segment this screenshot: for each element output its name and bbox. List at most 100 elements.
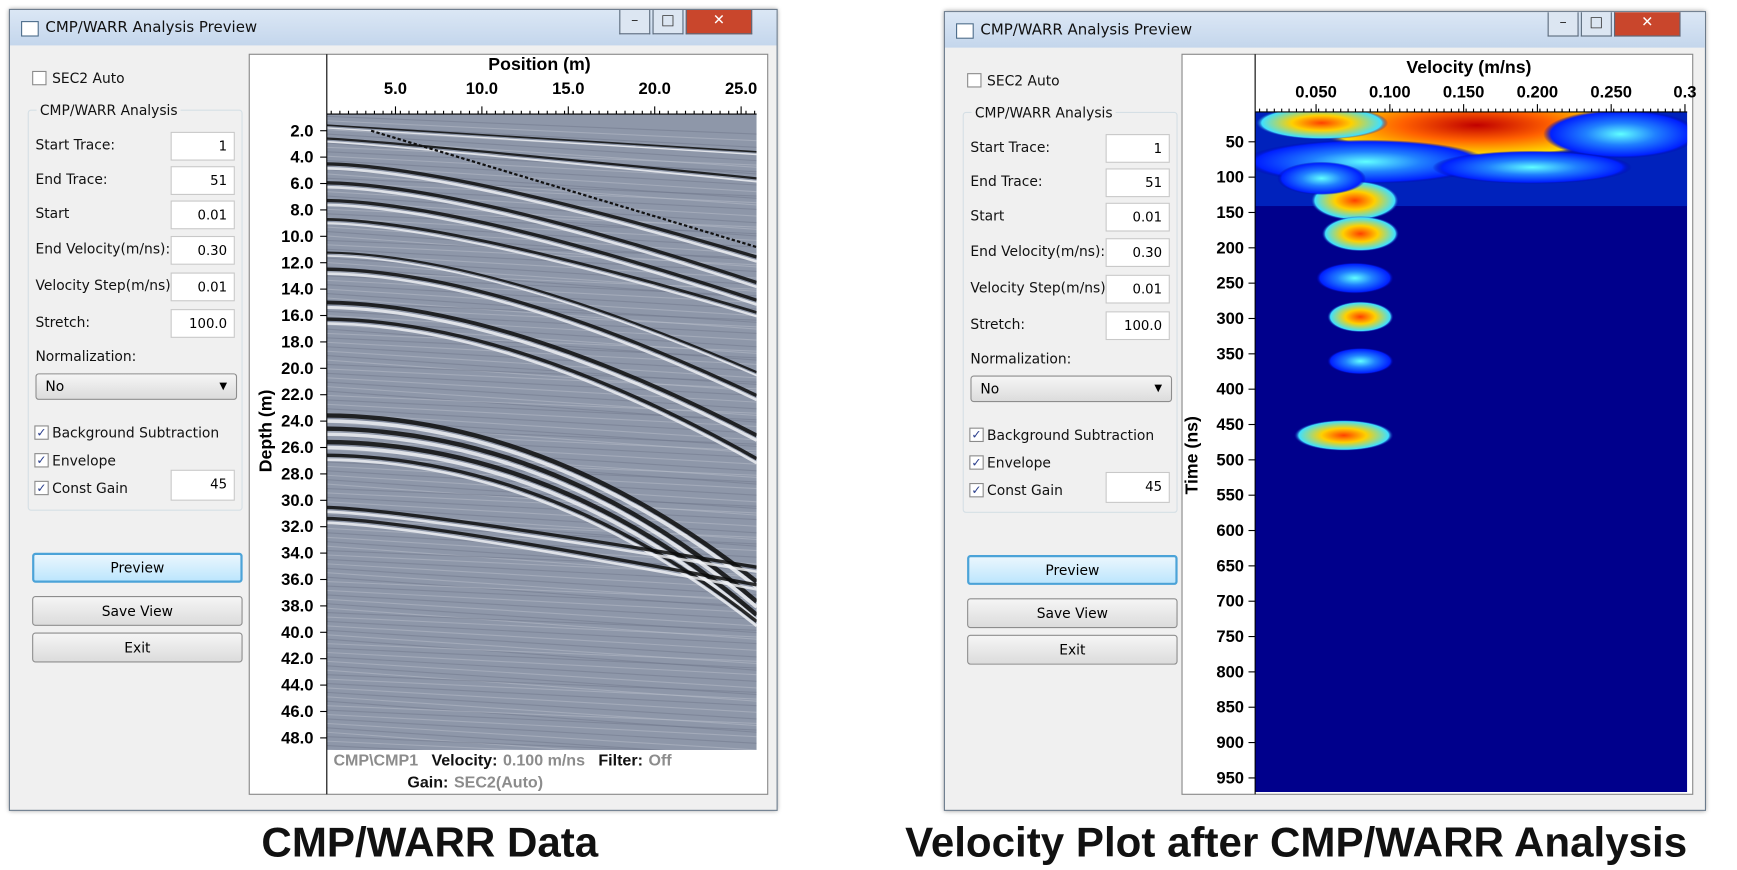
- radar-texture: [326, 581, 757, 600]
- button[interactable]: Preview: [32, 552, 243, 583]
- radar-texture: [326, 736, 663, 750]
- y-tick-label: 900: [1216, 733, 1244, 752]
- button[interactable]: Exit: [32, 632, 243, 663]
- x-tick-label: 15.0: [552, 79, 584, 98]
- radar-texture: [326, 505, 757, 534]
- checkbox[interactable]: [32, 70, 47, 86]
- button[interactable]: Save View: [32, 595, 243, 626]
- field-label: End Velocity(m/ns):: [970, 242, 1106, 260]
- y-tick-label: 26.0: [281, 438, 313, 457]
- dropdown-value: No: [980, 379, 1000, 397]
- checkbox[interactable]: ✓: [969, 427, 984, 443]
- radar-texture: [326, 576, 757, 609]
- text-input[interactable]: 0.01: [170, 200, 235, 230]
- radar-texture: [326, 665, 757, 696]
- radar-texture: [326, 713, 757, 738]
- radar-texture: [326, 266, 757, 299]
- radar-reflector: [326, 445, 757, 622]
- radar-texture: [326, 182, 757, 204]
- radar-texture: [326, 483, 757, 516]
- status-line: Gain: SEC2(Auto): [407, 774, 543, 792]
- checkbox[interactable]: [967, 73, 982, 88]
- radar-texture: [326, 554, 757, 576]
- radar-texture: [326, 355, 757, 385]
- y-tick-label: 250: [1216, 274, 1244, 293]
- radar-reflector: [326, 272, 757, 402]
- dropdown[interactable]: No ▼: [970, 375, 1173, 403]
- text-input[interactable]: 0.30: [1105, 238, 1170, 267]
- text-input[interactable]: 51: [170, 166, 235, 195]
- radar-reflector: [326, 127, 757, 156]
- text-input[interactable]: 45: [1105, 471, 1170, 503]
- field-label: Velocity Step(m/ns):: [970, 279, 1111, 296]
- text-input[interactable]: 45: [170, 469, 235, 501]
- checkbox-label: Envelope: [987, 454, 1051, 471]
- x-tick-label: 0.050: [1295, 82, 1337, 101]
- radar-texture: [326, 284, 757, 310]
- text-input[interactable]: 0.30: [170, 235, 235, 265]
- radar-texture: [326, 527, 757, 552]
- y-tick-label: 44.0: [281, 676, 313, 695]
- y-tick-label: 850: [1216, 698, 1244, 717]
- radar-texture: [326, 572, 757, 603]
- radar-texture: [326, 133, 757, 162]
- checkbox[interactable]: ✓: [34, 453, 49, 468]
- button[interactable]: Preview: [967, 555, 1178, 585]
- caption: Velocity Plot after CMP/WARR Analysis: [905, 819, 1688, 867]
- maximize-button[interactable]: □: [1580, 12, 1612, 37]
- status-gain: SEC2(Auto): [454, 774, 543, 792]
- minimize-button[interactable]: –: [1547, 12, 1579, 37]
- dropdown[interactable]: No ▼: [35, 373, 238, 400]
- text-input[interactable]: 0.01: [170, 272, 235, 302]
- field-label: Start: [970, 207, 1005, 224]
- checkbox[interactable]: ✓: [969, 483, 984, 498]
- radar-texture: [326, 315, 757, 341]
- heat-blob: [1293, 419, 1394, 451]
- y-tick-label: 6.0: [290, 174, 313, 193]
- checkbox-label: Const Gain: [52, 479, 128, 497]
- y-tick-label: 450: [1216, 415, 1244, 434]
- y-tick-label: 42.0: [281, 649, 313, 668]
- y-tick-label: 12.0: [281, 253, 313, 272]
- text-input[interactable]: 0.01: [1105, 202, 1170, 232]
- field-label: End Trace:: [970, 172, 1043, 190]
- radar-texture: [326, 589, 757, 614]
- y-tick-label: 550: [1216, 486, 1244, 505]
- text-input[interactable]: 51: [1105, 168, 1170, 198]
- checkbox[interactable]: ✓: [34, 480, 49, 496]
- radar-texture: [326, 310, 757, 335]
- button[interactable]: Exit: [967, 634, 1178, 665]
- radar-texture: [326, 651, 757, 676]
- radar-texture: [326, 341, 757, 366]
- text-input[interactable]: 100.0: [1105, 311, 1170, 341]
- status-filter-label: Filter:: [598, 751, 643, 769]
- radar-texture: [326, 120, 757, 142]
- y-tick-label: 100: [1216, 168, 1244, 187]
- status-filter: Off: [648, 751, 672, 769]
- radar-texture: [326, 261, 757, 292]
- y-tick-label: 350: [1216, 344, 1244, 363]
- radar-texture: [326, 656, 757, 682]
- text-input[interactable]: 100.0: [170, 309, 235, 338]
- radar-texture: [326, 744, 424, 750]
- close-button[interactable]: ✕: [1614, 12, 1681, 37]
- direct-wave: [370, 129, 757, 249]
- app-icon: [956, 23, 974, 39]
- checkbox[interactable]: ✓: [34, 425, 49, 440]
- close-button[interactable]: ✕: [685, 9, 753, 35]
- text-input[interactable]: 1: [170, 131, 235, 161]
- minimize-button[interactable]: –: [619, 9, 651, 35]
- plot-image: [326, 114, 757, 750]
- text-input[interactable]: 0.01: [1105, 274, 1170, 304]
- window-title: CMP/WARR Analysis Preview: [45, 18, 258, 37]
- text-input[interactable]: 1: [1105, 134, 1170, 163]
- button[interactable]: Save View: [967, 598, 1178, 629]
- x-axis-label: Velocity (m/ns): [1406, 57, 1531, 77]
- checkbox[interactable]: ✓: [969, 455, 984, 470]
- radar-texture: [326, 217, 757, 241]
- y-tick-label: 700: [1216, 592, 1244, 611]
- radar-texture: [326, 399, 757, 421]
- radar-texture: [326, 465, 757, 490]
- maximize-button[interactable]: □: [652, 9, 684, 35]
- x-tick-label: 0.250: [1590, 82, 1632, 101]
